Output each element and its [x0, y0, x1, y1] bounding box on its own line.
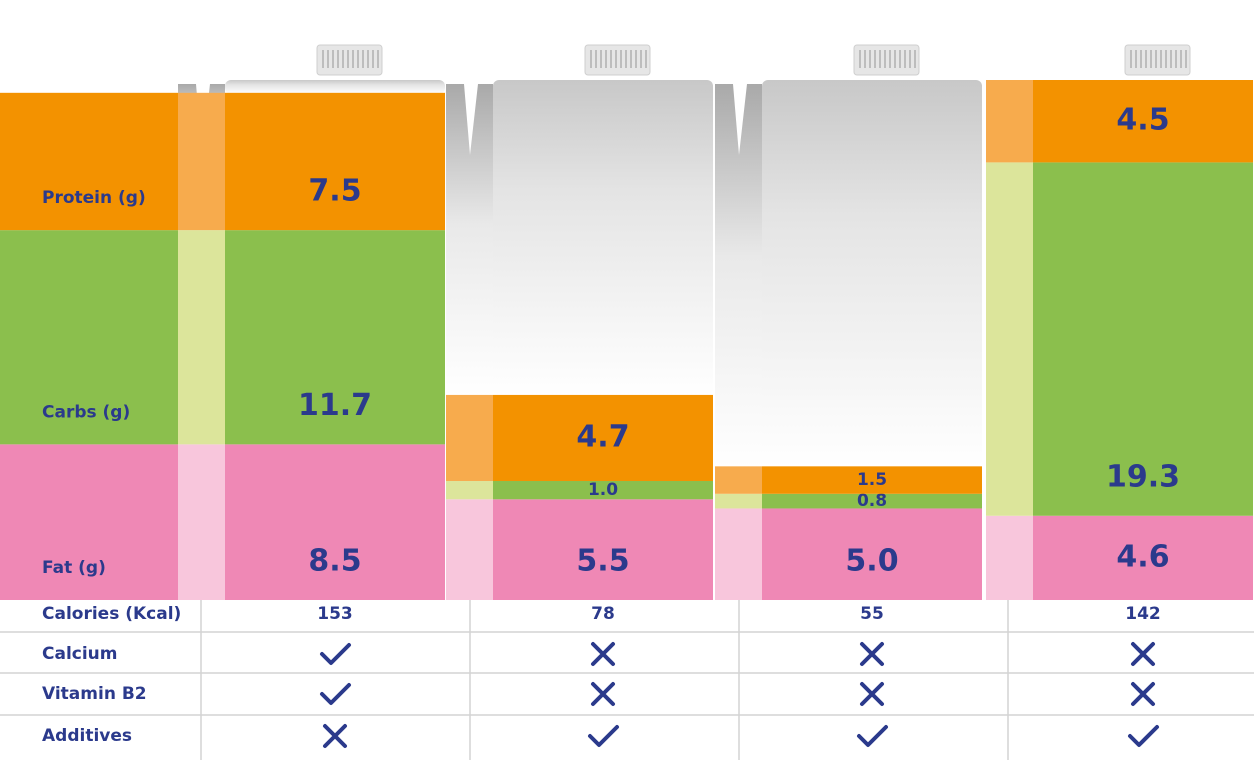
- side-segment: [986, 80, 1033, 163]
- value-label: 5.5: [576, 544, 629, 579]
- bar-segment: [1033, 515, 1253, 600]
- cross-icon: [860, 642, 884, 666]
- side-segment: [178, 92, 225, 231]
- check-icon: [588, 725, 619, 747]
- bar-segment: [225, 444, 445, 600]
- bar-segment: [762, 508, 982, 600]
- side-segment: [446, 499, 493, 600]
- bar-segment: [762, 466, 982, 494]
- cell-value: 55: [860, 604, 884, 624]
- bar-segment: [225, 230, 445, 445]
- bar-segment: [493, 499, 713, 600]
- carton-side: [715, 84, 762, 468]
- row-label: Vitamin B2: [42, 684, 147, 704]
- side-segment: [986, 515, 1033, 600]
- side-segment: [986, 162, 1033, 516]
- row-label: Calories (Kcal): [42, 604, 181, 624]
- side-segment: [446, 480, 493, 500]
- legend-label: Fat (g): [42, 558, 106, 578]
- bar-segment: [762, 493, 982, 509]
- bar-segment: [493, 480, 713, 500]
- side-segment: [715, 493, 762, 509]
- side-segment: [446, 394, 493, 481]
- cell-value: 153: [317, 604, 353, 624]
- value-label: 4.7: [576, 419, 629, 454]
- value-label: 0.8: [857, 491, 887, 511]
- side-segment: [178, 230, 225, 445]
- check-icon: [1128, 725, 1159, 747]
- carton-front: [225, 80, 445, 94]
- cross-icon: [1131, 642, 1155, 666]
- value-label: 11.7: [298, 388, 372, 423]
- value-label: 7.5: [308, 174, 361, 209]
- legend-label: Carbs (g): [42, 402, 130, 422]
- value-label: 1.5: [857, 470, 887, 490]
- legend-label: Protein (g): [42, 188, 146, 208]
- value-label: 8.5: [308, 544, 361, 579]
- side-segment: [715, 508, 762, 600]
- side-segment: [178, 444, 225, 600]
- value-label: 4.6: [1116, 539, 1169, 574]
- value-label: 4.5: [1116, 103, 1169, 138]
- carton-front: [493, 80, 713, 396]
- row-label: Calcium: [42, 644, 118, 664]
- label-band: [0, 444, 178, 600]
- check-icon: [320, 683, 351, 705]
- cell-value: 142: [1125, 604, 1161, 624]
- value-label: 5.0: [845, 544, 898, 579]
- bar-segment: [1033, 80, 1253, 163]
- bar-segment: [493, 394, 713, 481]
- cross-icon: [591, 682, 615, 706]
- carton-front: [762, 80, 982, 468]
- cross-icon: [860, 682, 884, 706]
- cross-icon: [323, 724, 347, 748]
- cross-icon: [591, 642, 615, 666]
- bar-segment: [225, 92, 445, 231]
- check-icon: [857, 725, 888, 747]
- value-label: 19.3: [1106, 459, 1180, 494]
- label-band: [0, 230, 178, 445]
- value-label: 1.0: [588, 480, 618, 500]
- cell-value: 78: [591, 604, 615, 624]
- check-icon: [320, 643, 351, 665]
- carton-side: [446, 84, 493, 396]
- bar-segment: [1033, 162, 1253, 516]
- side-segment: [715, 466, 762, 494]
- cross-icon: [1131, 682, 1155, 706]
- label-band: [0, 92, 178, 231]
- row-label: Additives: [42, 726, 132, 746]
